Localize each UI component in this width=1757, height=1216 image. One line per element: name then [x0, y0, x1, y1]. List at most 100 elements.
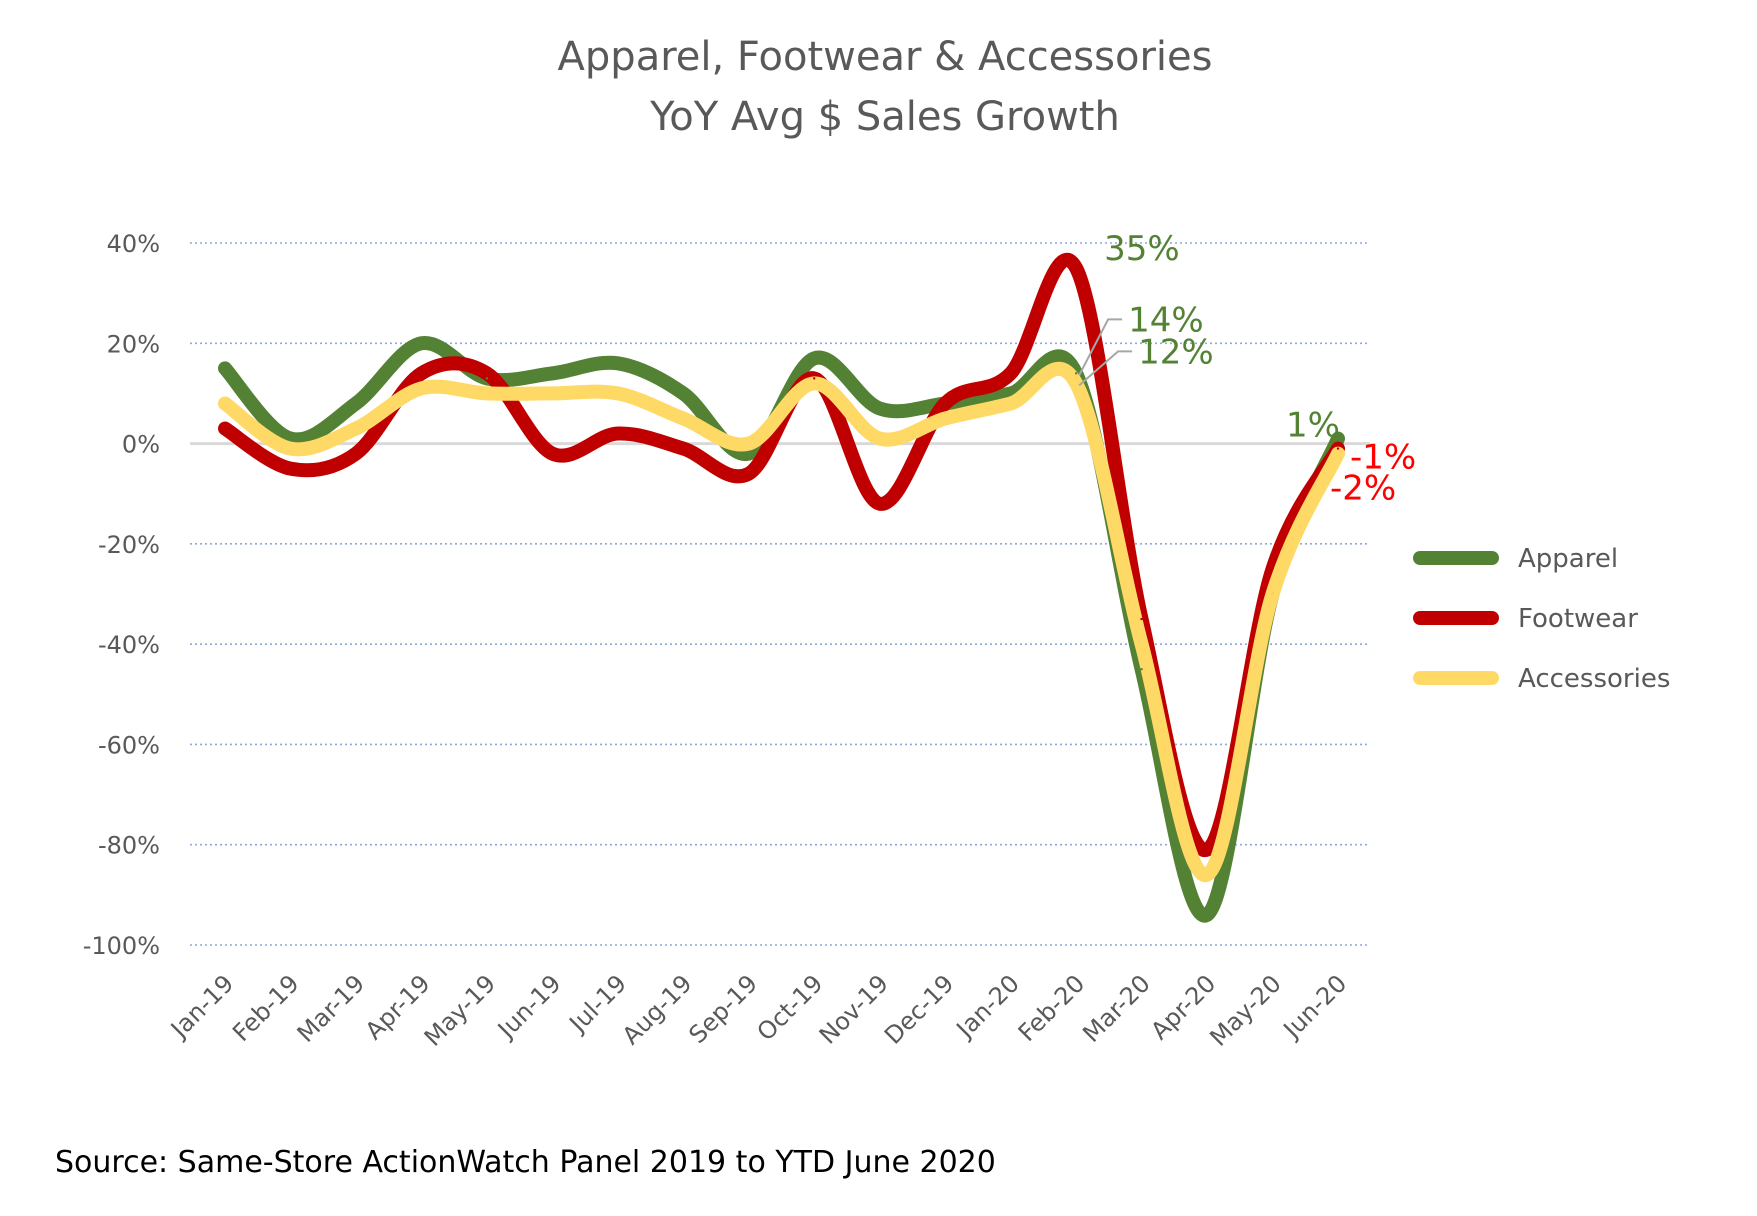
data-point-accessories: [1205, 873, 1209, 876]
data-point-apparel: [1074, 372, 1078, 375]
data-point-accessories: [223, 402, 227, 405]
data-point-footwear: [878, 502, 881, 505]
legend-label-accessories: Accessories: [1518, 664, 1670, 694]
data-point-accessories: [1271, 592, 1274, 596]
x-tick-label: May-20: [1204, 969, 1286, 1051]
data-point-accessories: [485, 392, 489, 395]
x-tick-label: Jun-19: [491, 969, 566, 1044]
data-label: 14%: [1128, 300, 1204, 340]
data-point-footwear: [420, 372, 423, 375]
data-point-footwear: [354, 452, 358, 455]
data-point-apparel: [1009, 392, 1012, 395]
x-tick-label: Mar-19: [292, 969, 370, 1047]
data-point-apparel: [813, 357, 816, 360]
y-tick-label: -60%: [98, 731, 160, 759]
data-annotations: 35% 14%12% 1%-1%-2%: [1078, 229, 1416, 509]
data-label: -2%: [1330, 469, 1396, 509]
chart-title-line-1: Apparel, Footwear & Accessories: [558, 34, 1213, 80]
series-line-accessories: [218, 361, 1345, 882]
x-tick-label: Feb-19: [227, 969, 305, 1047]
data-points: [223, 266, 1340, 917]
legend-label-apparel: Apparel: [1518, 544, 1618, 574]
x-tick-label: Nov-19: [814, 969, 894, 1049]
annotation-leader-line: [1078, 318, 1123, 376]
data-point-footwear: [485, 372, 489, 375]
data-point-footwear: [289, 467, 292, 470]
data-point-accessories: [420, 387, 423, 390]
y-tick-label: 40%: [107, 230, 160, 258]
data-point-footwear: [682, 447, 685, 450]
data-point-apparel: [289, 437, 292, 440]
y-tick-label: 0%: [122, 431, 160, 459]
data-point-apparel: [485, 377, 489, 380]
data-point-footwear: [1336, 447, 1340, 450]
y-tick-label: -20%: [98, 531, 160, 559]
data-point-footwear: [223, 427, 227, 430]
y-tick-label: -40%: [98, 631, 160, 659]
chart-title: Apparel, Footwear & Accessories YoY Avg …: [558, 34, 1213, 140]
x-tick-label: Aug-19: [617, 969, 698, 1050]
x-tick-label: Dec-19: [879, 969, 959, 1049]
data-point-footwear: [551, 452, 554, 455]
y-tick-label: -80%: [98, 832, 160, 860]
data-label: 35%: [1104, 229, 1180, 269]
data-point-accessories: [747, 442, 750, 445]
x-tick-label: Oct-19: [752, 969, 829, 1046]
data-point-apparel: [551, 372, 554, 375]
y-axis-tick-labels: 40% 20% 0% -20% -40% -60% -80% -100%: [83, 230, 160, 960]
data-point-footwear: [616, 432, 620, 435]
legend: Apparel Footwear Accessories: [1413, 544, 1670, 694]
data-point-footwear: [1205, 848, 1209, 851]
data-point-apparel: [1205, 913, 1209, 917]
data-point-accessories: [813, 382, 816, 385]
data-point-apparel: [878, 407, 881, 410]
data-point-footwear: [943, 402, 947, 405]
y-tick-label: -100%: [83, 932, 160, 960]
x-tick-label: Mar-20: [1077, 969, 1155, 1047]
x-tick-label: Jun-20: [1277, 969, 1352, 1044]
data-point-accessories: [943, 417, 947, 420]
data-point-footwear: [1009, 372, 1012, 375]
data-point-accessories: [1140, 642, 1143, 646]
series-line-apparel: [218, 336, 1345, 923]
x-axis-tick-labels: Jan-19Feb-19Mar-19Apr-19May-19Jun-19Jul-…: [164, 969, 1352, 1051]
data-label: -1%: [1350, 438, 1416, 478]
data-point-accessories: [1074, 382, 1078, 385]
data-point-accessories: [682, 417, 685, 420]
legend-label-footwear: Footwear: [1518, 604, 1638, 634]
data-label: 1%: [1286, 406, 1340, 446]
annotation-leader-line: [1078, 350, 1133, 387]
chart-title-line-2: YoY Avg $ Sales Growth: [649, 94, 1120, 140]
source-note: Source: Same-Store ActionWatch Panel 201…: [55, 1145, 996, 1180]
data-point-apparel: [682, 392, 685, 395]
data-point-footwear: [1140, 617, 1143, 621]
data-point-apparel: [354, 402, 358, 405]
data-point-apparel: [1140, 668, 1143, 671]
x-tick-label: Jan-20: [950, 969, 1025, 1044]
x-tick-label: May-19: [419, 969, 501, 1051]
data-point-apparel: [747, 452, 750, 455]
x-tick-label: Feb-20: [1013, 969, 1091, 1047]
x-tick-label: Jan-19: [164, 969, 239, 1044]
x-tick-label: Sep-19: [684, 969, 764, 1049]
gridlines: [190, 242, 1370, 946]
data-point-accessories: [354, 427, 358, 430]
data-point-accessories: [1336, 452, 1340, 455]
data-point-footwear: [747, 472, 750, 475]
data-point-footwear: [1074, 266, 1078, 270]
data-point-apparel: [616, 362, 620, 365]
data-point-footwear: [813, 377, 816, 380]
data-point-accessories: [551, 392, 554, 395]
series-lines: [218, 252, 1345, 923]
data-point-accessories: [878, 437, 881, 440]
data-point-apparel: [1336, 437, 1340, 440]
data-point-apparel: [223, 367, 227, 370]
data-point-accessories: [616, 392, 620, 395]
data-point-apparel: [420, 342, 423, 345]
data-label: 12%: [1138, 332, 1214, 372]
data-point-accessories: [289, 447, 292, 450]
data-point-footwear: [1271, 567, 1274, 571]
data-point-accessories: [1009, 402, 1012, 405]
y-tick-label: 20%: [107, 330, 160, 358]
